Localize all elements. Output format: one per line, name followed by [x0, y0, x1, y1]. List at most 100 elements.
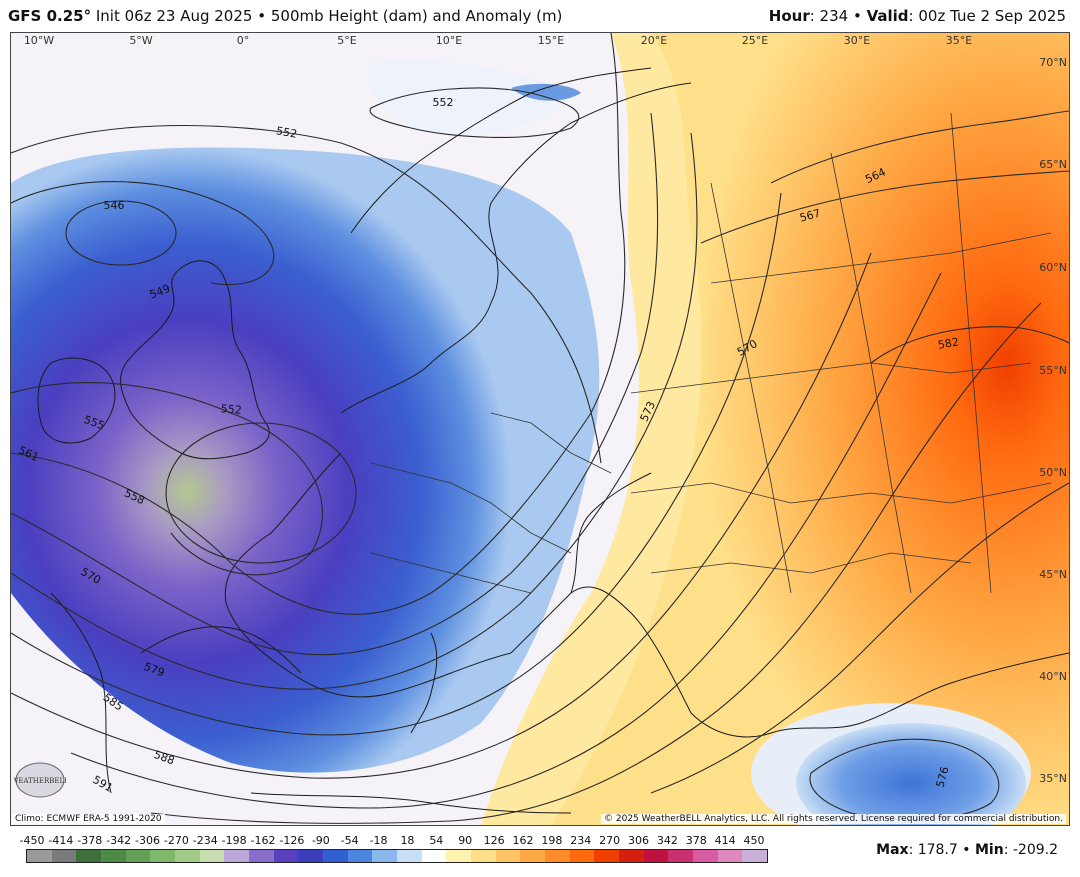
- colorbar-swatch: [668, 850, 694, 862]
- contour-label: 552: [433, 96, 454, 109]
- colorbar-tick-label: 450: [743, 834, 765, 847]
- colorbar-tick-label: -54: [340, 834, 359, 847]
- colorbar-tick-label: 378: [685, 834, 707, 847]
- colorbar-swatch: [619, 850, 644, 862]
- colorbar-tick-label: 18: [400, 834, 415, 847]
- longitude-label: 35°E: [946, 34, 972, 47]
- max-min-readout: Max: 178.7 • Min: -209.2: [876, 842, 1058, 858]
- max-value: : 178.7: [908, 842, 958, 858]
- contour-label: 582: [937, 335, 960, 351]
- valid-info: Hour: 234 • Valid: 00z Tue 2 Sep 2025: [769, 7, 1066, 25]
- colorbar-tick-label: 126: [483, 834, 505, 847]
- contour-label: 552: [220, 402, 242, 417]
- colorbar-swatch: [199, 850, 225, 862]
- colorbar-tick-label: 270: [599, 834, 621, 847]
- contour-label: 546: [104, 199, 125, 212]
- colorbar-swatch: [471, 850, 496, 862]
- colorbar-swatch: [27, 850, 52, 862]
- init-time: Init 06z 23 Aug 2025: [95, 7, 253, 25]
- weatherbell-logo: WEATHERBELL: [11, 760, 69, 800]
- contour-label: 576: [934, 765, 952, 789]
- logo-text: WEATHERBELL: [14, 777, 66, 785]
- climo-note: Climo: ECMWF ERA-5 1991-2020: [12, 814, 165, 824]
- colorbar-tick-label: -162: [250, 834, 276, 847]
- colorbar-swatch: [643, 850, 669, 862]
- map-header: GFS 0.25° Init 06z 23 Aug 2025 • 500mb H…: [0, 0, 1080, 32]
- small-blue-patch-north: [511, 83, 581, 101]
- neutral-patch-north: [369, 60, 571, 136]
- colorbar-swatch: [693, 850, 718, 862]
- colorbar-tick-labels: -450 -414 -378 -342 -306 -270 -234 -198 -162 -126…: [20, 834, 770, 848]
- positive-anomaly-area: [551, 33, 1069, 825]
- colorbar-swatch: [76, 850, 102, 862]
- valid-label: Valid: [866, 7, 909, 25]
- colorbar-tick-label: 54: [429, 834, 444, 847]
- colorbar-swatch: [545, 850, 570, 862]
- colorbar-tick-label: -450: [19, 834, 45, 847]
- max-min-separator: •: [962, 842, 971, 858]
- latitude-label: 40°N: [1039, 670, 1067, 683]
- colorbar-swatch: [569, 850, 595, 862]
- colorbar-tick-label: -342: [106, 834, 132, 847]
- latitude-label: 35°N: [1039, 772, 1067, 785]
- colorbar-tick-label: -126: [279, 834, 305, 847]
- colorbar-tick-label: 306: [627, 834, 649, 847]
- colorbar-tick-label: 198: [541, 834, 563, 847]
- longitude-labels: 10°W 5°W 0° 5°E 10°E 15°E 20°E 25°E 30°E 35°E: [24, 34, 972, 47]
- latitude-label: 70°N: [1039, 56, 1067, 69]
- colorbar-tick-label: -306: [135, 834, 160, 847]
- longitude-label: 5°E: [337, 34, 356, 47]
- contour-label: 552: [275, 124, 298, 140]
- colorbar-tick-label: -378: [77, 834, 103, 847]
- map-panel: 10°W 5°W 0° 5°E 10°E 15°E 20°E 25°E 30°E 35°E 70°…: [10, 32, 1070, 826]
- colorbar-tick-label: 414: [714, 834, 736, 847]
- colorbar-tick-label: -18: [369, 834, 388, 847]
- height-contours: [11, 33, 1069, 824]
- contour-label: 567: [798, 207, 822, 225]
- longitude-label: 10°E: [436, 34, 462, 47]
- latitude-label: 55°N: [1039, 364, 1067, 377]
- valid-value: : 00z Tue 2 Sep 2025: [908, 7, 1066, 25]
- colorbar-swatch: [51, 850, 77, 862]
- colorbar-swatch: [150, 850, 176, 862]
- latitude-label: 60°N: [1039, 261, 1067, 274]
- colorbar-swatch: [249, 850, 274, 862]
- latitude-label: 50°N: [1039, 466, 1067, 479]
- hour-value: : 234: [809, 7, 849, 25]
- coastlines: [37, 67, 1069, 814]
- negative-anomaly-area: [11, 147, 600, 773]
- min-value: : -209.2: [1003, 842, 1058, 858]
- longitude-label: 5°W: [129, 34, 152, 47]
- colorbar-tick-label: 162: [512, 834, 534, 847]
- colorbar-tick-label: -414: [48, 834, 74, 847]
- longitude-label: 20°E: [641, 34, 667, 47]
- colorbar-tick-label: 342: [656, 834, 678, 847]
- colorbar-swatch: [717, 850, 743, 862]
- colorbar-swatch: [224, 850, 250, 862]
- model-name: GFS 0.25°: [8, 7, 92, 25]
- latitude-label: 65°N: [1039, 158, 1067, 171]
- map-title: GFS 0.25° Init 06z 23 Aug 2025 • 500mb H…: [8, 7, 562, 25]
- valid-bullet: •: [852, 7, 862, 25]
- longitude-label: 15°E: [538, 34, 564, 47]
- colorbar-swatch: [372, 850, 398, 862]
- colorbar-swatch: [175, 850, 200, 862]
- colorbar-tick-label: -234: [192, 834, 218, 847]
- latitude-label: 45°N: [1039, 568, 1067, 581]
- colorbar-swatch: [347, 850, 373, 862]
- latitude-labels: 70°N 65°N 60°N 55°N 50°N 45°N 40°N 35°N: [1039, 56, 1067, 785]
- copyright-note: © 2025 WeatherBELL Analytics, LLC. All r…: [601, 814, 1066, 824]
- colorbar-swatch: [446, 850, 472, 862]
- colorbar-swatch: [520, 850, 546, 862]
- colorbar-tick-label: 90: [458, 834, 473, 847]
- colorbar-swatch: [421, 850, 447, 862]
- longitude-label: 0°: [237, 34, 250, 47]
- colorbar-swatch: [397, 850, 422, 862]
- colorbar-swatch: [101, 850, 126, 862]
- colorbar-swatch: [594, 850, 620, 862]
- colorbar-tick-label: -198: [221, 834, 247, 847]
- colorbar-tick-label: -270: [163, 834, 189, 847]
- title-bullet: •: [257, 7, 267, 25]
- longitude-label: 10°W: [24, 34, 54, 47]
- colorbar-swatch: [125, 850, 151, 862]
